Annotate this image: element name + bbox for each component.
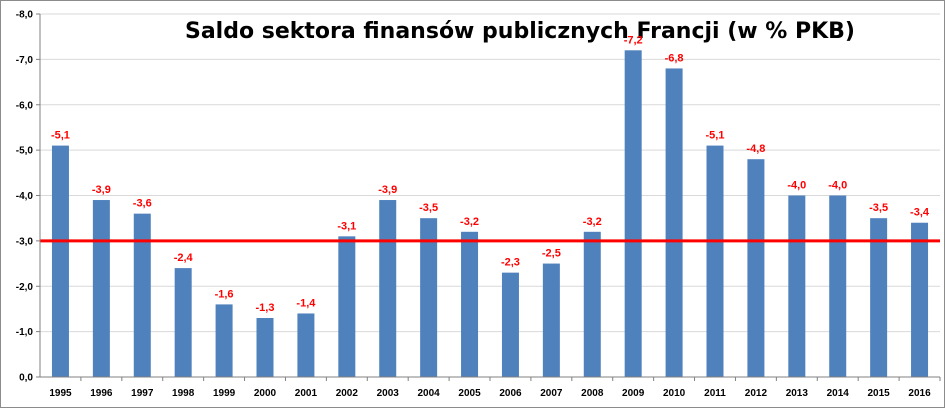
x-tick-label-2012: 2012 [745,388,768,399]
data-label-2010: -6,8 [665,52,684,64]
bar-series [51,50,929,378]
x-tick-label-2009: 2009 [622,388,645,399]
data-label-2013: -4,0 [787,180,806,192]
bar-2007 [542,263,560,377]
data-label-1998: -2,4 [174,252,194,264]
y-tick-label: -1,0 [16,327,34,338]
data-label-2012: -4,8 [746,143,765,155]
bar-1995 [51,145,69,377]
x-tick-label-2006: 2006 [499,388,522,399]
y-tick-label: -3,0 [16,236,34,247]
bar-2013 [788,195,806,377]
x-tick-label-1995: 1995 [49,388,72,399]
y-tick-label: -8,0 [16,10,34,21]
data-label-2006: -2,3 [501,257,520,269]
bar-2001 [297,313,315,377]
data-label-2002: -3,1 [337,220,356,232]
x-tick-label-1997: 1997 [131,388,154,399]
data-label-2004: -3,5 [419,202,438,214]
x-tick-label-2015: 2015 [868,388,891,399]
y-tick-label: -5,0 [16,146,34,157]
y-tick-label: -7,0 [16,55,34,66]
bar-1997 [133,213,151,377]
bar-2014 [829,195,847,377]
data-label-2008: -3,2 [583,216,602,228]
data-label-2001: -1,4 [296,297,316,309]
x-tick-label-2008: 2008 [581,388,604,399]
bar-2012 [747,159,765,377]
x-tick-label-2002: 2002 [336,388,359,399]
x-tick-label-2000: 2000 [254,388,277,399]
data-label-1996: -3,9 [92,184,111,196]
y-tick-labels: 0,0 -1,0 -2,0 -3,0 -4,0 -5,0 -6,0 -7,0 -8,0 [16,10,34,384]
data-label-2014: -4,0 [828,180,847,192]
y-tick-label: -4,0 [16,191,34,202]
data-label-2000: -1,3 [256,302,275,314]
x-tick-label-1998: 1998 [172,388,195,399]
data-label-1997: -3,6 [133,198,152,210]
data-label-2005: -3,2 [460,216,479,228]
data-label-2015: -3,5 [869,202,888,214]
x-tick-label-1999: 1999 [213,388,236,399]
data-label-2009: -7,2 [624,34,643,46]
bar-1999 [215,304,233,377]
bar-2011 [706,145,724,377]
x-tick-labels: 1995 1996 1997 1998 1999 2000 2001 2002 2003 2004… [49,388,931,399]
bar-2005 [461,231,479,377]
y-tick-label: -6,0 [16,100,34,111]
bar-2010 [665,68,683,377]
x-tick-label-1996: 1996 [90,388,113,399]
x-tick-label-2004: 2004 [418,388,441,399]
x-tick-label-2010: 2010 [663,388,686,399]
bar-2003 [379,200,397,377]
data-labels: -5,1 -3,9 -3,6 -2,4 -1,6 -1,3 -1,4 -3,1 -3,9 -3,5… [51,34,930,314]
y-tick-label: -2,0 [16,282,34,293]
bar-1998 [174,268,192,377]
x-tick-label-2011: 2011 [704,388,726,399]
data-label-2011: -5,1 [706,130,725,142]
data-label-2016: -3,4 [910,207,930,219]
data-label-1999: -1,6 [215,288,234,300]
x-tick-label-2013: 2013 [786,388,809,399]
data-label-2003: -3,9 [378,184,397,196]
bar-2006 [501,272,519,377]
bar-2016 [911,222,929,377]
y-tick-label: 0,0 [19,373,33,384]
x-tick-label-2005: 2005 [458,388,481,399]
data-label-2007: -2,5 [542,248,561,260]
x-tick-label-2001: 2001 [295,388,318,399]
bar-1996 [92,200,110,377]
bar-2004 [420,218,438,377]
bar-2002 [338,236,356,377]
x-tick-label-2007: 2007 [540,388,563,399]
bar-2000 [256,318,274,377]
data-label-1995: -5,1 [51,130,70,142]
bar-2008 [583,231,601,377]
chart-title: Saldo sektora finansów publicznych Franc… [185,19,855,44]
bar-2009 [624,50,642,378]
bar-2015 [870,218,888,377]
x-tick-label-2014: 2014 [827,388,850,399]
x-tick-label-2016: 2016 [908,388,931,399]
axes [39,14,940,378]
x-tick-label-2003: 2003 [377,388,400,399]
